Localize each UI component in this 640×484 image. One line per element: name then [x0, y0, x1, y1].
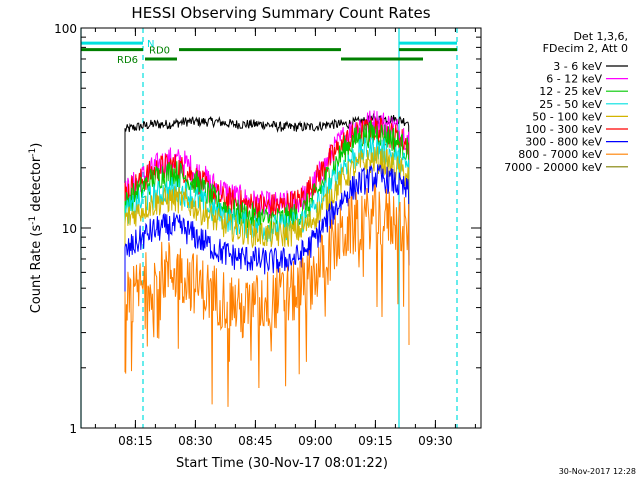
legend-label-7: 800 - 7000 keV	[518, 148, 602, 161]
chart-title: HESSI Observing Summary Count Rates	[131, 4, 430, 22]
x-tick-label-1: 08:30	[178, 434, 213, 448]
x-tick-label-2: 08:45	[238, 434, 273, 448]
legend-label-1: 6 - 12 keV	[546, 73, 602, 86]
y-axis-label-sup2: -1	[28, 148, 38, 157]
series-line-3	[124, 137, 410, 304]
legend-label-8: 7000 - 20000 keV	[504, 161, 602, 174]
y-axis-label-end: )	[29, 143, 44, 148]
legend-label-2: 12 - 25 keV	[539, 85, 602, 98]
series-line-4	[124, 146, 410, 304]
x-axis-label: Start Time (30-Nov-17 08:01:22)	[176, 456, 388, 471]
series-line-6	[124, 164, 410, 304]
series-line-7	[124, 184, 410, 407]
legend-header-line-2: FDecim 2, Att 0	[543, 42, 628, 55]
y-tick-label-0: 1	[69, 422, 77, 436]
y-axis-label: Count Rate (s-1 detector-1)	[28, 143, 44, 314]
y-tick-label-1: 10	[62, 222, 77, 236]
legend-label-4: 50 - 100 keV	[532, 110, 602, 123]
legend-label-5: 100 - 300 keV	[525, 123, 602, 136]
legend-label-6: 300 - 800 keV	[525, 136, 602, 149]
status-bar-label-rd0: RD0	[149, 46, 170, 57]
x-tick-label-5: 09:30	[418, 434, 453, 448]
legend-label-3: 25 - 50 keV	[539, 98, 602, 111]
y-axis-label-mid: detector	[29, 156, 44, 216]
x-tick-label-0: 08:15	[118, 434, 153, 448]
status-bar-label-n: N	[147, 39, 154, 50]
legend-header-line-1: Det 1,3,6,	[573, 30, 628, 43]
status-bar-label-rd6: RD6	[117, 55, 138, 66]
x-tick-label-4: 09:15	[358, 434, 393, 448]
generation-timestamp: 30-Nov-2017 12:28	[559, 467, 636, 476]
y-tick-label-2: 100	[54, 22, 77, 36]
y-axis-label-main: Count Rate (s	[29, 225, 44, 314]
x-tick-label-3: 09:00	[298, 434, 333, 448]
y-axis-label-sup1: -1	[28, 216, 38, 225]
legend-label-0: 3 - 6 keV	[553, 60, 602, 73]
